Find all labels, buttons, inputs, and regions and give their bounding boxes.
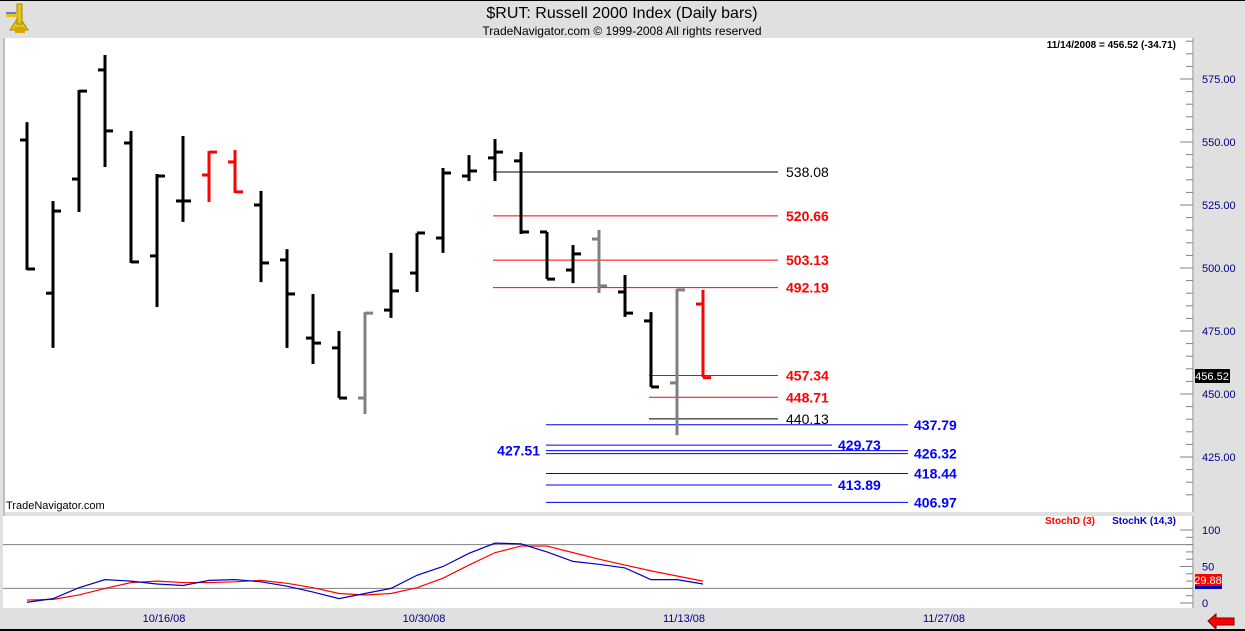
ohlc-bar [20, 122, 35, 271]
ohlc-bar [202, 150, 217, 202]
date-tick-label: 11/13/08 [663, 613, 705, 625]
price-tick-label: 525.00 [1202, 200, 1236, 212]
level-label: 418.44 [914, 466, 957, 482]
level-label: 429.73 [838, 437, 881, 453]
price-tick-label: 500.00 [1202, 263, 1236, 275]
price-tick-label: 475.00 [1202, 326, 1236, 338]
price-tick-label: 550.00 [1202, 137, 1236, 149]
ohlc-bar [488, 138, 503, 182]
sextant-icon [6, 3, 29, 33]
ohlc-bar [540, 230, 555, 281]
stochastic-pane[interactable] [3, 516, 1193, 608]
ohlc-bar [644, 312, 659, 389]
ohlc-bar [514, 152, 529, 234]
ohlc-bar [46, 200, 61, 348]
ohlc-bar [98, 55, 113, 167]
level-label: 520.66 [786, 208, 829, 224]
ohlc-bar [280, 249, 295, 348]
price-tick-label: 425.00 [1202, 452, 1236, 464]
chart-subtitle: TradeNavigator.com © 1999-2008 All right… [482, 24, 761, 38]
ohlc-bar [592, 229, 607, 293]
ohlc-bar [306, 293, 321, 365]
ohlc-bar [358, 311, 373, 415]
date-tick-label: 10/16/08 [143, 613, 186, 625]
date-tick-label: 10/30/08 [403, 613, 446, 625]
level-label: 437.79 [914, 417, 957, 433]
ohlc-bar [696, 289, 711, 380]
stoch-tick-label: 100 [1202, 525, 1220, 537]
last-price-marker [1195, 369, 1230, 383]
ohlc-bar [254, 190, 269, 283]
level-label: 457.34 [786, 368, 829, 384]
ohlc-bar [436, 167, 451, 253]
stochd-legend: StochD (3) [1045, 516, 1095, 527]
ohlc-bar [462, 155, 477, 182]
ohlc-bar [618, 275, 633, 317]
stochk-last-marker [1195, 586, 1222, 589]
stoch-last-label: 29.88 [1194, 575, 1222, 587]
ohlc-bar [566, 245, 581, 284]
chart-title: $RUT: Russell 2000 Index (Daily bars) [486, 5, 757, 22]
watermark: TradeNavigator.com [6, 500, 105, 512]
level-label: 492.19 [786, 280, 829, 296]
ohlc-bar [150, 174, 165, 308]
level-label: 413.89 [838, 477, 881, 493]
ohlc-bar [332, 331, 347, 400]
level-label: 448.71 [786, 389, 829, 405]
level-label: 426.32 [914, 446, 957, 462]
ohlc-bar [384, 252, 399, 318]
price-readout: 11/14/2008 = 456.52 (-34.71) [1047, 40, 1176, 51]
level-label: 503.13 [786, 252, 829, 268]
date-tick-label: 11/27/08 [923, 613, 965, 625]
ohlc-bar [410, 231, 425, 292]
level-label: 427.51 [497, 443, 540, 459]
price-tick-label: 575.00 [1202, 74, 1236, 86]
stoch-tick-label: 0 [1202, 598, 1208, 610]
level-label: 538.08 [786, 164, 829, 180]
red-left-arrow-icon[interactable] [1207, 612, 1235, 631]
stoch-tick-label: 50 [1202, 562, 1214, 574]
stochk-line [26, 542, 704, 603]
ohlc-bar [670, 288, 685, 436]
ohlc-bar [176, 135, 191, 222]
last-price-label: 456.52 [1195, 371, 1229, 383]
stoch-last-marker [1195, 574, 1222, 586]
level-label: 440.13 [786, 411, 829, 427]
level-label: 406.97 [914, 494, 957, 510]
ohlc-bar [228, 150, 243, 194]
ohlc-bar [72, 89, 87, 213]
ohlc-bar [124, 130, 139, 264]
price-tick-label: 450.00 [1202, 389, 1236, 401]
stochk-legend: StochK (14,3) [1112, 516, 1176, 527]
